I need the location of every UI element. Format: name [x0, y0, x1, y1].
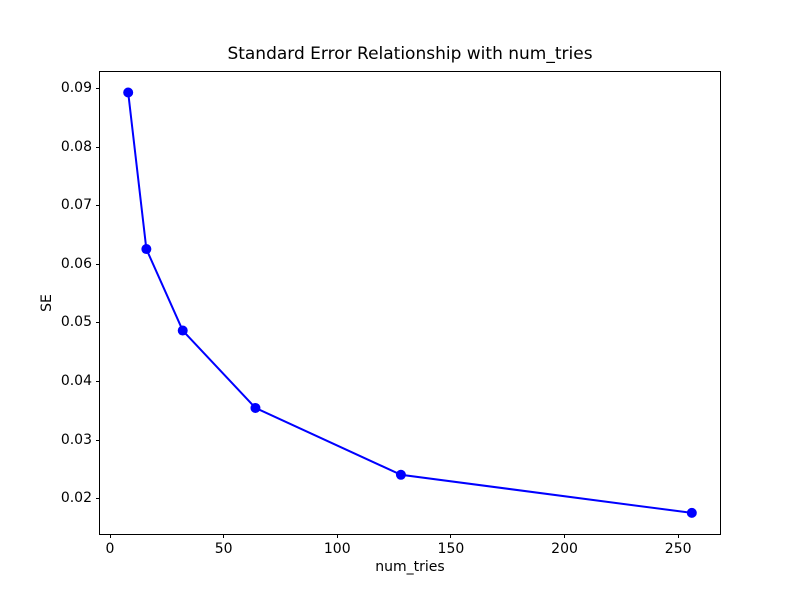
plot-area: [99, 71, 721, 535]
x-tick-label: 250: [664, 541, 692, 557]
x-tick-label: 50: [214, 541, 233, 557]
x-tick-mark: [109, 534, 111, 538]
y-tick-mark: [96, 263, 100, 265]
x-tick-label: 200: [551, 541, 578, 557]
y-tick-label: 0.08: [60, 138, 92, 155]
x-tick-mark: [223, 534, 225, 538]
y-axis-label: SE: [39, 294, 55, 312]
y-tick-mark: [96, 146, 100, 148]
y-tick-label: 0.06: [60, 255, 92, 272]
x-tick-label: 150: [437, 541, 465, 557]
y-tick-label: 0.02: [60, 490, 92, 507]
y-tick-mark: [96, 439, 100, 441]
y-tick-label: 0.03: [60, 431, 92, 448]
x-tick-mark: [336, 534, 338, 538]
x-axis-label: num_tries: [375, 559, 445, 575]
y-tick-label: 0.09: [60, 79, 92, 96]
y-tick-label: 0.05: [60, 314, 92, 331]
y-tick-mark: [96, 87, 100, 89]
data-point-marker: [177, 325, 188, 336]
x-tick-label: 100: [323, 541, 351, 557]
y-tick-label: 0.04: [60, 373, 92, 390]
y-tick-mark: [96, 381, 100, 383]
x-tick-mark: [677, 534, 679, 538]
y-tick-label: 0.07: [60, 197, 92, 214]
data-point-marker: [141, 244, 152, 255]
y-tick-mark: [96, 322, 100, 324]
data-point-marker: [250, 402, 261, 413]
x-tick-label: 0: [105, 541, 115, 557]
y-tick-mark: [96, 498, 100, 500]
data-point-marker: [686, 507, 697, 518]
x-tick-mark: [450, 534, 452, 538]
data-point-marker: [395, 469, 406, 480]
line-chart-svg: [123, 87, 697, 518]
se-line-series: [127, 92, 692, 514]
data-point-marker: [123, 87, 134, 98]
chart-title: Standard Error Relationship with num_tri…: [227, 44, 593, 64]
y-tick-mark: [96, 205, 100, 207]
x-tick-mark: [564, 534, 566, 538]
